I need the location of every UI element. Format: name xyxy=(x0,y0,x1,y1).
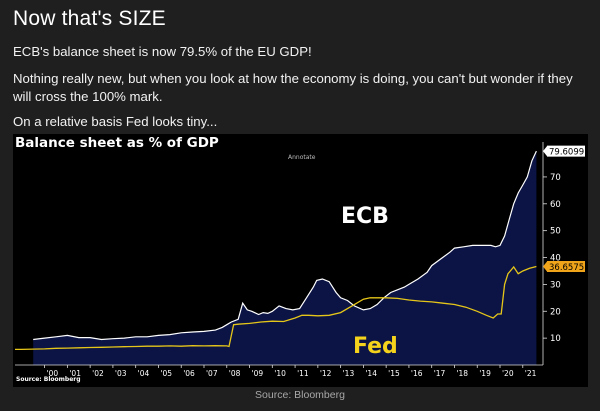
post-paragraph-2: Nothing really new, but when you look at… xyxy=(13,71,573,104)
ecb-annotation: ECB xyxy=(341,204,389,229)
x-tick-label: '20 xyxy=(502,369,514,378)
x-tick-label: '08 xyxy=(229,369,241,378)
x-tick-label: '14 xyxy=(365,369,377,378)
x-tick-label: '12 xyxy=(320,369,332,378)
chart-image: 10 20 30 40 50 60 70 '00 '01 '02 '03 '04 '05 '06 '07 '0… xyxy=(13,134,588,387)
ecb-area xyxy=(33,151,537,365)
chart-title: Balance sheet as % of GDP xyxy=(15,135,219,151)
post-title: Now that's SIZE xyxy=(13,7,166,30)
y-tick-label: 30 xyxy=(550,280,561,290)
chart-plot: 10 20 30 40 50 60 70 '00 '01 '02 '03 '04 '05 '06 '07 '0… xyxy=(15,142,585,378)
x-tick-label: '01 xyxy=(69,369,81,378)
x-tick-label: '10 xyxy=(274,369,286,378)
x-tick-label: '15 xyxy=(388,369,400,378)
post-paragraph-3: On a relative basis Fed looks tiny... xyxy=(13,114,218,129)
x-tick-label: '04 xyxy=(138,369,150,378)
ecb-last-value-box xyxy=(547,145,585,157)
x-tick-label: '13 xyxy=(343,369,355,378)
x-tick-label: '06 xyxy=(183,369,195,378)
annotate-label: Annotate xyxy=(288,154,316,161)
fed-annotation: Fed xyxy=(353,334,398,359)
x-tick-label: '00 xyxy=(47,369,59,378)
ecb-series-line xyxy=(33,150,537,341)
x-tick-label: '07 xyxy=(206,369,218,378)
ecb-last-value-pointer xyxy=(543,146,547,157)
x-tick-label: '09 xyxy=(252,369,264,378)
y-tick-label: 60 xyxy=(550,200,561,210)
x-tick-label: '11 xyxy=(297,369,309,378)
ecb-last-value-text: 79.6099 xyxy=(549,148,584,158)
chart-source-label: Source: Bloomberg xyxy=(16,376,81,383)
x-tick-label: '19 xyxy=(479,369,491,378)
fed-last-value-text: 36.6575 xyxy=(549,263,584,273)
image-caption: Source: Bloomberg xyxy=(255,389,345,401)
x-tick-label: '17 xyxy=(434,369,446,378)
y-tick-label: 40 xyxy=(550,254,561,264)
x-tick-label: '03 xyxy=(115,369,127,378)
post-paragraph-1: ECB's balance sheet is now 79.5% of the … xyxy=(13,44,312,59)
fed-series-line xyxy=(15,265,537,351)
fed-last-value-pointer xyxy=(543,261,547,272)
y-tick-label: 20 xyxy=(550,307,561,317)
x-tick-label: '21 xyxy=(525,369,537,378)
x-tick-label: '02 xyxy=(92,369,104,378)
fed-last-value-box xyxy=(547,261,585,273)
y-tick-label: 50 xyxy=(550,227,561,237)
x-tick-label: '18 xyxy=(456,369,468,378)
x-tick-label: '16 xyxy=(411,369,423,378)
y-tick-label: 70 xyxy=(550,173,561,183)
y-tick-label: 10 xyxy=(550,334,561,344)
x-tick-label: '05 xyxy=(160,369,172,378)
